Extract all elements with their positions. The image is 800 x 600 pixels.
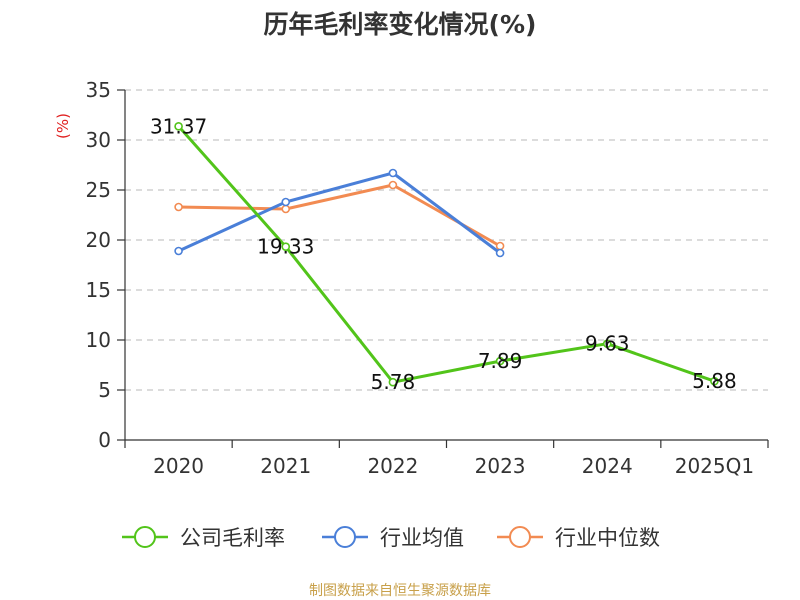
chart-title: 历年毛利率变化情况(%) (264, 10, 537, 39)
y-tick-label: 0 (98, 428, 111, 452)
x-tick-label: 2020 (153, 454, 204, 478)
y-axis: 0 5 10 15 20 25 30 35 (86, 78, 125, 452)
legend-item[interactable]: 行业中位数 (497, 526, 660, 550)
x-tick-label: 2023 (475, 454, 526, 478)
data-point[interactable] (602, 339, 612, 349)
legend-item[interactable]: 公司毛利率 (122, 526, 285, 550)
y-tick-label: 35 (86, 78, 111, 102)
grid-lines (125, 89, 768, 391)
data-label: 5.88 (692, 369, 737, 393)
legend-label: 行业均值 (380, 526, 464, 550)
axes (124, 90, 768, 441)
x-tick-label: 2021 (260, 454, 311, 478)
y-tick-label: 25 (86, 178, 111, 202)
x-tick-label: 2025Q1 (675, 454, 754, 478)
y-tick-label: 15 (86, 278, 111, 302)
data-label: 19.33 (257, 235, 314, 259)
data-point[interactable] (388, 168, 398, 178)
series-line (177, 171, 501, 255)
x-axis: 2020 2021 2022 2023 2024 2025Q1 (124, 440, 769, 478)
data-point[interactable] (174, 202, 183, 212)
y-tick-label: 20 (86, 228, 111, 252)
legend-item[interactable]: 行业均值 (322, 526, 464, 550)
data-point[interactable] (281, 242, 291, 251)
y-axis-label: (%) (54, 113, 72, 139)
legend-marker (134, 526, 156, 548)
data-label: 7.89 (478, 349, 523, 373)
data-point[interactable] (495, 356, 505, 366)
data-point[interactable] (174, 246, 183, 256)
data-label: 5.78 (371, 370, 416, 394)
legend-label: 公司毛利率 (180, 526, 285, 550)
series-group (174, 122, 719, 387)
series-line (177, 125, 715, 384)
legend-marker (334, 526, 356, 548)
data-point[interactable] (495, 248, 505, 258)
data-point[interactable] (388, 180, 398, 190)
y-tick-label: 10 (86, 328, 111, 352)
x-tick-label: 2024 (582, 454, 633, 478)
source-note: 制图数据来自恒生聚源数据库 (309, 583, 491, 599)
data-point[interactable] (281, 197, 291, 207)
data-label: 9.63 (585, 332, 630, 356)
y-tick-label: 30 (86, 128, 111, 152)
legend-label: 行业中位数 (555, 526, 660, 550)
data-point[interactable] (174, 122, 183, 131)
data-point[interactable] (388, 377, 398, 387)
y-tick-label: 5 (98, 378, 111, 402)
data-label: 31.37 (150, 114, 207, 138)
legend[interactable]: 公司毛利率 行业均值 行业中位数 (122, 526, 660, 550)
data-point[interactable] (495, 241, 505, 251)
data-labels: 31.37 19.33 5.78 7.89 9.63 5.88 (150, 114, 737, 394)
data-point[interactable] (281, 204, 291, 214)
data-point[interactable] (710, 376, 719, 386)
x-tick-label: 2022 (367, 454, 418, 478)
series-line (178, 183, 501, 248)
legend-marker (509, 526, 531, 548)
